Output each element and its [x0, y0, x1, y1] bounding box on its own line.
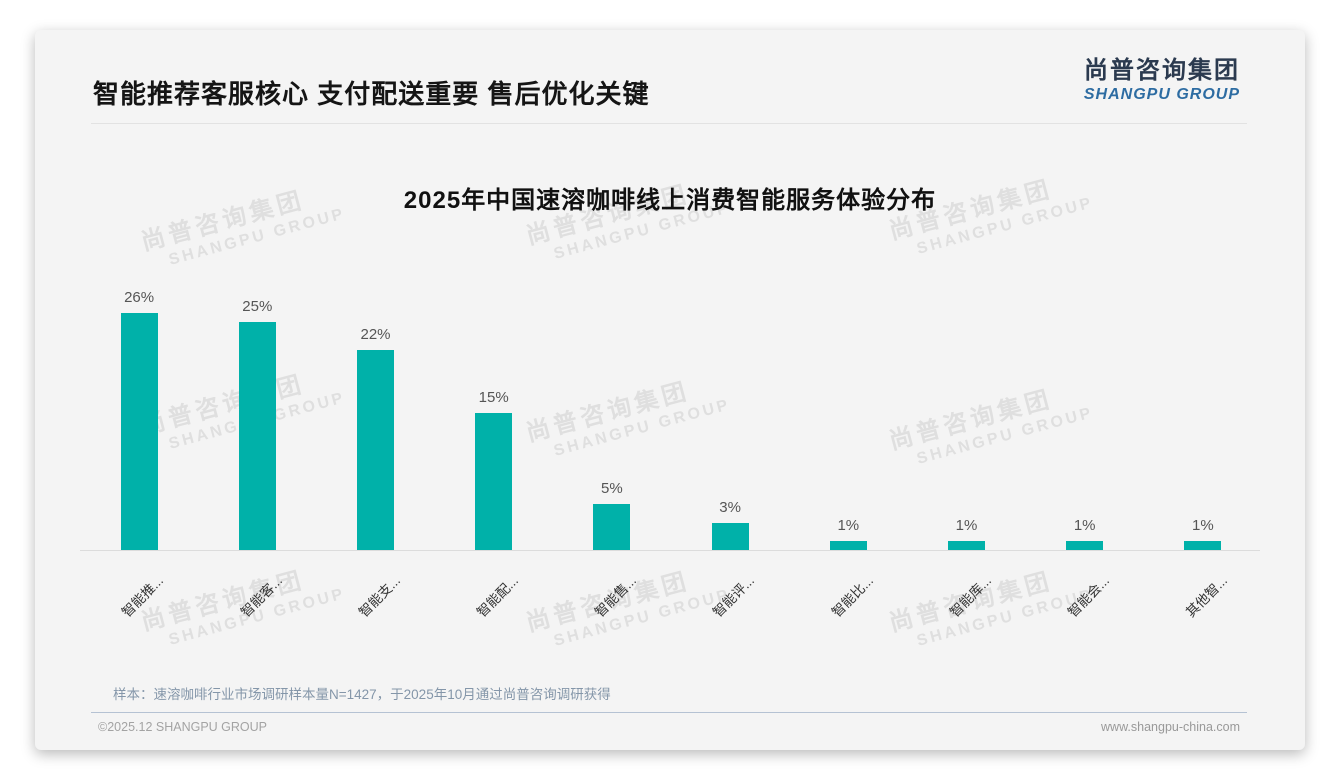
chart-title: 2025年中国速溶咖啡线上消费智能服务体验分布 [403, 187, 937, 214]
bar-value-label: 5% [601, 480, 623, 497]
x-axis-label: 智能比... [828, 572, 876, 621]
bar-value-label: 1% [1073, 517, 1096, 534]
bar [1184, 541, 1222, 550]
bar-chart: 26% 智能推... 25% 智能客... 22% 智能支... 15% 智能配... 5% 智能… [35, 30, 1305, 750]
bar [475, 413, 513, 550]
x-axis-label: 智能配... [473, 572, 522, 621]
bar-value-label: 22% [360, 326, 391, 343]
bar-value-label: 26% [124, 289, 155, 306]
bar-value-label: 3% [719, 499, 741, 516]
bar [120, 313, 158, 550]
footer-divider [91, 712, 1247, 713]
x-axis-label: 智能评... [710, 572, 758, 621]
copyright-text: ©2025.12 SHANGPU GROUP [98, 720, 267, 734]
x-axis-line [80, 550, 1260, 551]
report-card: 尚普咨询集团 SHANGPU GROUP 尚普咨询集团 SHANGPU GROUP 尚普… [35, 30, 1305, 750]
x-axis-label: 智能支... [355, 572, 403, 621]
x-axis-label: 智能会... [1064, 572, 1113, 621]
logo-cn-text: 尚普咨询集团 [1084, 57, 1240, 84]
x-axis-label: 其他智... [1183, 572, 1231, 621]
bar-value-label: 15% [478, 389, 509, 406]
header-divider [91, 123, 1247, 124]
bar [593, 504, 631, 550]
bar-value-label: 1% [1192, 517, 1214, 534]
x-axis-label: 智能客... [237, 572, 285, 621]
bar [711, 523, 749, 550]
bar [238, 322, 276, 550]
logo-en-text: SHANGPU GROUP [1083, 86, 1240, 104]
website-link[interactable]: www.shangpu-china.com [1101, 720, 1240, 734]
bar [357, 350, 394, 550]
bar [948, 541, 985, 550]
bar [829, 541, 867, 550]
x-axis-label: 智能推... [119, 572, 167, 621]
bar-value-label: 25% [242, 298, 273, 315]
sample-footnote: 样本：速溶咖啡行业市场调研样本量N=1427，于2025年10月通过尚普咨询调研… [113, 687, 611, 702]
company-logo: 尚普咨询集团 SHANGPU GROUP [1083, 57, 1240, 104]
bar-value-label: 1% [837, 517, 860, 534]
bar-value-label: 1% [955, 517, 978, 534]
x-axis-label: 智能库... [946, 572, 994, 621]
page-title: 智能推荐客服核心 支付配送重要 售后优化关键 [93, 79, 650, 109]
bar [1066, 541, 1104, 550]
x-axis-label: 智能售... [592, 572, 640, 621]
